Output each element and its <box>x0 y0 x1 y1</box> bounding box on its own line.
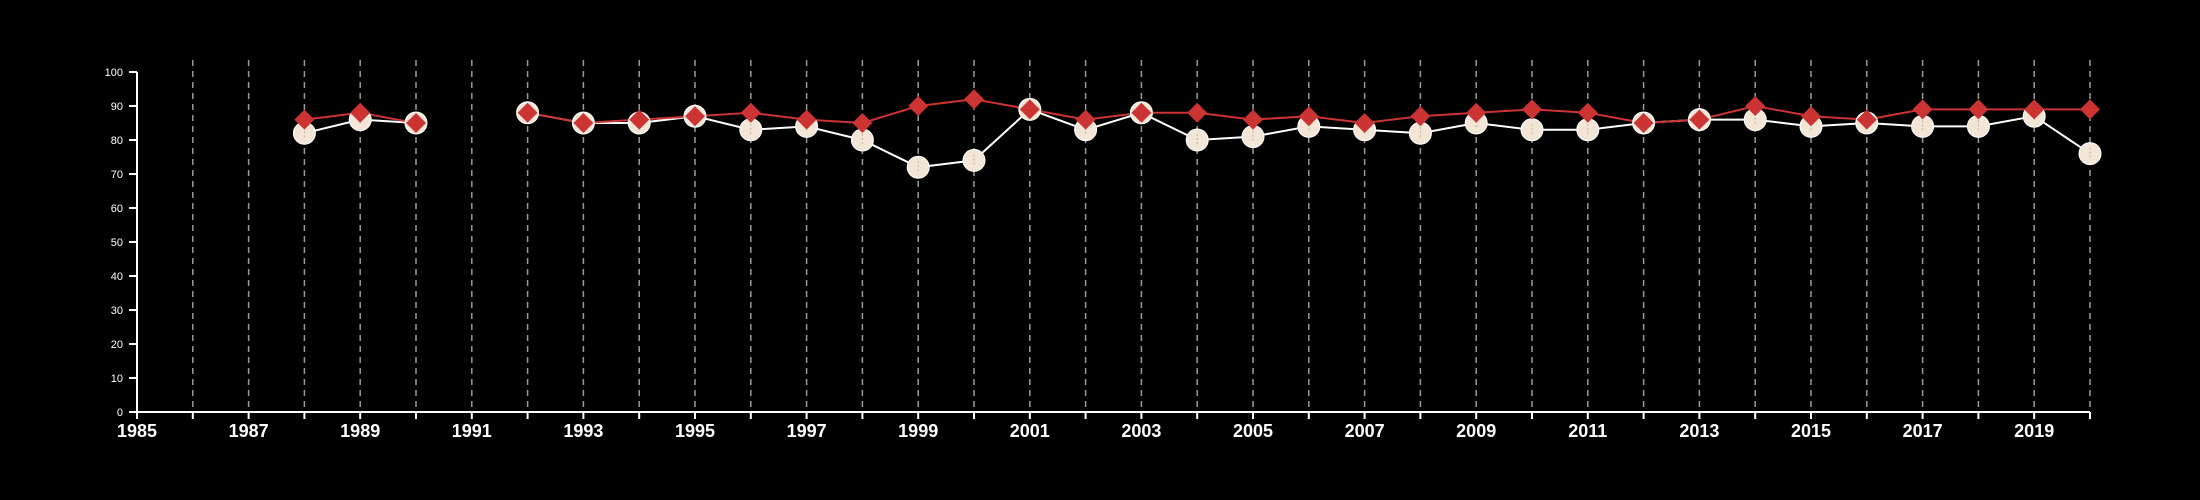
x-tick-label: 1991 <box>452 421 492 441</box>
x-tick-label: 1997 <box>787 421 827 441</box>
series-diamond-point <box>1243 109 1263 130</box>
series-diamond-point <box>740 102 761 123</box>
y-tick-label: 70 <box>111 169 123 181</box>
x-tick-label: 1993 <box>563 421 603 441</box>
x-tick-label: 2003 <box>1121 421 1161 441</box>
series-diamond-point <box>1410 106 1431 127</box>
x-tick-label: 1985 <box>117 421 157 441</box>
series-diamond-point <box>1354 113 1375 133</box>
series-diamond-point <box>1633 113 1654 133</box>
series-diamond-point <box>1801 106 1821 127</box>
series-layer <box>292 89 2102 179</box>
series-diamond-point <box>1019 99 1040 120</box>
x-tick-label: 2013 <box>1679 421 1719 441</box>
series-diamond-point <box>350 102 371 123</box>
y-tick-label: 100 <box>105 67 123 79</box>
series-diamond-point <box>1745 96 1766 116</box>
x-tick-label: 2019 <box>2014 421 2054 441</box>
series-diamond-point <box>964 89 984 110</box>
y-tick-label: 20 <box>111 339 123 351</box>
x-tick-label: 2015 <box>1791 421 1831 441</box>
series-diamond-point <box>406 113 426 133</box>
series-diamond-point <box>1466 102 1487 123</box>
series-diamond-point <box>1968 99 1989 120</box>
series-diamond-point <box>294 109 315 130</box>
series-diamond-point <box>2024 99 2045 120</box>
series-diamond-point <box>629 109 650 130</box>
series-diamond-point <box>852 113 873 133</box>
series-diamond-point <box>2080 99 2100 120</box>
series-diamond-point <box>1577 102 1598 123</box>
series-diamond-point <box>1131 102 1152 123</box>
series-diamond-point <box>685 106 705 127</box>
series-diamond-point <box>517 102 538 123</box>
y-tick-label: 90 <box>111 101 123 113</box>
y-tick-label: 40 <box>111 271 123 283</box>
y-tick-label: 30 <box>111 305 123 317</box>
series-diamond-point <box>796 109 817 130</box>
y-tick-label: 0 <box>117 407 123 419</box>
x-tick-label: 1989 <box>340 421 380 441</box>
x-tick-label: 2011 <box>1568 421 1607 441</box>
x-tick-label: 2001 <box>1010 421 1050 441</box>
x-tick-label: 1999 <box>898 421 938 441</box>
x-tick-label: 2007 <box>1345 421 1385 441</box>
axes: 0 10 20 30 40 50 60 70 80 90 100 1985 1987 1989 1991 19… <box>105 67 2091 441</box>
y-tick-label: 60 <box>111 203 123 215</box>
x-tick-label: 1995 <box>675 421 715 441</box>
series-diamond-point <box>1912 99 1933 120</box>
series-diamond-point <box>1689 109 1710 130</box>
series-diamond-point <box>908 96 929 116</box>
series-diamond-point <box>1075 109 1096 130</box>
x-tick-label: 2017 <box>1903 421 1943 441</box>
x-tick-label: 2005 <box>1233 421 1273 441</box>
x-tick-label: 2009 <box>1456 421 1496 441</box>
x-tick-label: 1987 <box>229 421 269 441</box>
series-diamond-point <box>573 113 594 133</box>
y-tick-label: 80 <box>111 135 123 147</box>
series-diamond-point <box>1187 102 1208 123</box>
series-diamond-point <box>1298 106 1319 127</box>
series-diamond-point <box>1522 99 1542 120</box>
series-diamond-point <box>1856 109 1877 130</box>
y-tick-label: 10 <box>111 373 123 385</box>
y-tick-label: 50 <box>111 237 123 249</box>
